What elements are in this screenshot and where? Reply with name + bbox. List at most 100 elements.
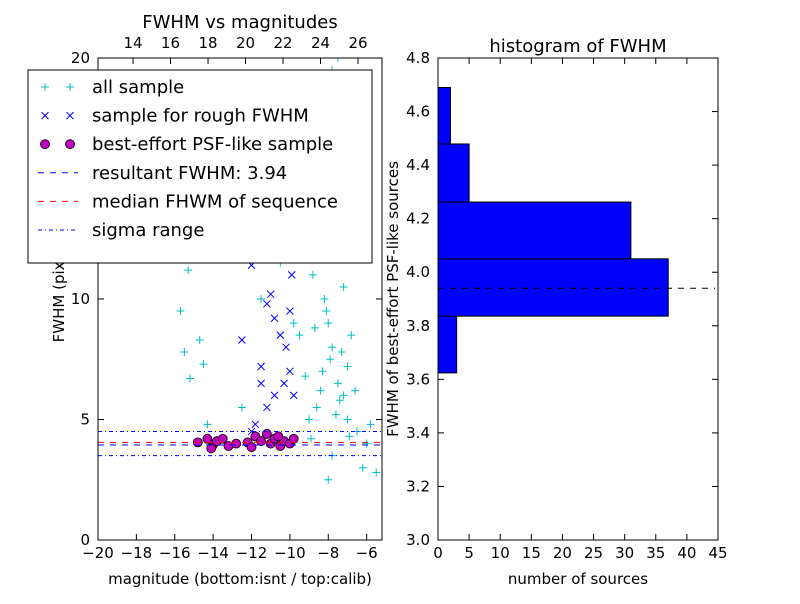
point (347, 331, 356, 340)
point (288, 433, 299, 444)
x2-tick-label: 26 (348, 34, 367, 52)
chart-title: histogram of FWHM (489, 36, 666, 57)
point (312, 403, 321, 412)
point (310, 323, 319, 332)
point (184, 266, 193, 275)
x-axis-label: magnitude (bottom:isnt / top:calib) (108, 570, 372, 588)
x-tick-label: 40 (677, 544, 696, 562)
point (41, 111, 49, 120)
y-tick-label: 10 (71, 290, 90, 308)
point (238, 336, 246, 344)
x-tick-label: −16 (159, 544, 191, 562)
axes-frame (437, 57, 719, 541)
x-tick-label: 5 (464, 544, 474, 562)
y-tick-label: 3.6 (406, 370, 430, 388)
point (322, 307, 331, 316)
point (246, 442, 257, 453)
x2-tick-label: 20 (236, 34, 255, 52)
point (318, 367, 327, 376)
x-tick-label: −10 (274, 544, 306, 562)
point (276, 331, 285, 340)
legend-label: all sample (92, 77, 184, 98)
point (286, 307, 294, 315)
x-tick-label: 15 (522, 544, 541, 562)
chart-title: FWHM vs magnitudes (142, 12, 337, 33)
point (65, 139, 75, 150)
x-tick-label: −18 (121, 544, 153, 562)
legend-box (27, 69, 373, 264)
point (362, 439, 371, 448)
point (273, 431, 284, 442)
point (257, 362, 265, 371)
point (263, 299, 271, 308)
point (295, 331, 304, 340)
point (351, 386, 360, 395)
point (195, 335, 204, 344)
x-tick-label: −6 (356, 544, 378, 562)
point (333, 379, 342, 388)
y-tick-label: 4.0 (406, 263, 430, 281)
point (199, 360, 208, 369)
point (343, 362, 352, 371)
x2-tick-label: 18 (198, 34, 217, 52)
x-tick-label: 45 (708, 544, 727, 562)
x-tick-label: 35 (646, 544, 665, 562)
point (202, 433, 213, 444)
point (333, 58, 342, 62)
point (345, 432, 354, 441)
y-tick-label: 4.8 (406, 49, 430, 67)
axes-frame (97, 57, 383, 541)
x-tick-label: −14 (197, 544, 229, 562)
bar (437, 315, 458, 374)
y-tick-label: 4.4 (406, 156, 430, 174)
y-tick-label: 0 (80, 531, 90, 549)
legend-label: sigma range (92, 220, 204, 241)
point (282, 343, 290, 352)
y-tick-label: 5 (80, 411, 90, 429)
point (289, 319, 298, 328)
legend-label: median FHWM of sequence (92, 191, 338, 212)
point (316, 386, 325, 395)
point (286, 367, 294, 376)
point (305, 415, 314, 424)
y-tick-label: 4.2 (406, 210, 430, 228)
point (372, 468, 381, 477)
point (289, 391, 298, 400)
y-tick-label: 3.8 (406, 317, 430, 335)
point (257, 295, 266, 303)
x2-tick-label: 16 (161, 34, 180, 52)
point (358, 463, 367, 472)
bar (437, 86, 451, 145)
point (328, 343, 337, 352)
point (324, 475, 333, 484)
x-tick-label: 20 (553, 544, 572, 562)
point (339, 282, 348, 291)
point (331, 410, 340, 419)
point (337, 348, 346, 357)
x-tick-label: −12 (236, 544, 268, 562)
x-tick-label: −8 (317, 544, 339, 562)
point (324, 319, 333, 328)
point (301, 372, 310, 381)
point (176, 307, 185, 316)
x-tick-label: −20 (82, 544, 114, 562)
point (307, 434, 315, 443)
y-tick-label: 20 (71, 49, 90, 67)
y-tick-label: 3.0 (406, 531, 430, 549)
x-tick-label: 0 (433, 544, 443, 562)
bar (437, 201, 632, 260)
point (326, 355, 335, 364)
point (206, 443, 217, 454)
point (270, 391, 279, 400)
x2-tick-label: 14 (124, 34, 143, 52)
x-tick-label: 30 (615, 544, 634, 562)
point (257, 379, 265, 388)
y-axis-label: FWHM of best-effort PSF-like sources (384, 161, 402, 437)
y-tick-label: 3.4 (406, 424, 430, 442)
point (251, 420, 260, 429)
point (41, 83, 49, 91)
point (335, 396, 344, 405)
point (266, 290, 275, 299)
bar (437, 258, 669, 317)
